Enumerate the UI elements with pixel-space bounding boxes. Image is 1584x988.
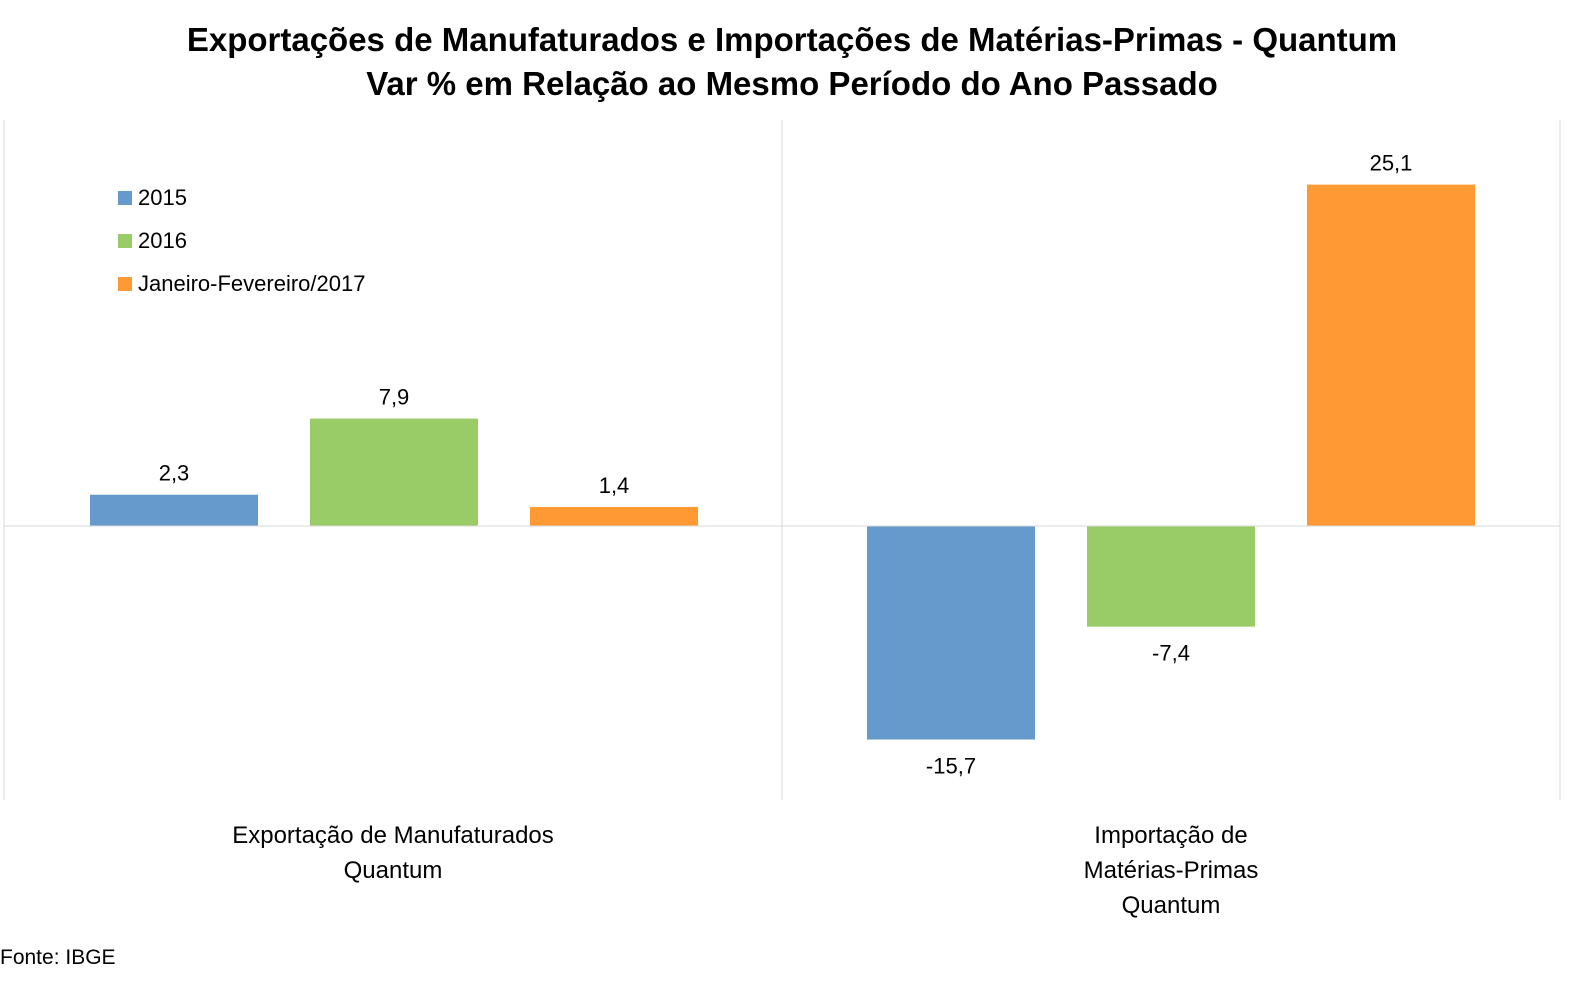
value-labels-group: 2,3 -15,7 7,9 -7,4 1,4 25,1 [159,151,1413,779]
bar-2015-cat0 [90,494,258,526]
chart-title: Exportações de Manufaturados e Importaçõ… [0,18,1584,106]
category-label-exportacao-line2: Quantum [343,857,443,884]
bar-2015-cat1 [867,526,1035,740]
legend: 2015 2016 Janeiro-Fevereiro/2017 [118,176,365,305]
value-label-janeiro-fevereiro-2017-cat0: 1,4 [599,473,630,498]
category-label-importacao: Importação de Matérias-Primas Quantum [911,818,1431,923]
category-label-importacao-line2: Matérias-Primas [1083,857,1259,884]
source-note: Fonte: IBGE [0,946,116,969]
legend-label-2016: 2016 [138,227,187,253]
chart-title-line1: Exportações de Manufaturados e Importaçõ… [186,21,1398,58]
legend-swatch-2015 [118,190,132,205]
bars-group [90,184,1475,740]
legend-label-2015: 2015 [138,184,187,210]
bar-janeiro-fevereiro-2017-cat1 [1307,184,1475,526]
bar-2016-cat1 [1087,526,1255,627]
legend-item-2015: 2015 [118,176,365,219]
bar-2016-cat0 [310,418,478,526]
chart-title-line2: Var % em Relação ao Mesmo Período do Ano… [366,65,1218,102]
value-label-2016-cat0: 7,9 [379,385,410,410]
legend-swatch-2017 [118,276,132,291]
value-label-2016-cat1: -7,4 [1152,641,1190,666]
value-label-janeiro-fevereiro-2017-cat1: 25,1 [1370,151,1413,176]
legend-swatch-2016 [118,233,132,248]
category-label-importacao-line3: Quantum [1121,892,1221,919]
legend-item-2017: Janeiro-Fevereiro/2017 [118,262,365,305]
category-label-exportacao: Exportação de Manufaturados Quantum [133,818,653,888]
category-label-importacao-line1: Importação de [1094,822,1248,849]
value-label-2015-cat0: 2,3 [159,461,190,486]
bar-janeiro-fevereiro-2017-cat0 [530,506,698,526]
legend-label-2017: Janeiro-Fevereiro/2017 [138,270,366,296]
category-label-exportacao-line1: Exportação de Manufaturados [232,822,554,849]
legend-item-2016: 2016 [118,219,365,262]
value-label-2015-cat1: -15,7 [926,754,976,779]
